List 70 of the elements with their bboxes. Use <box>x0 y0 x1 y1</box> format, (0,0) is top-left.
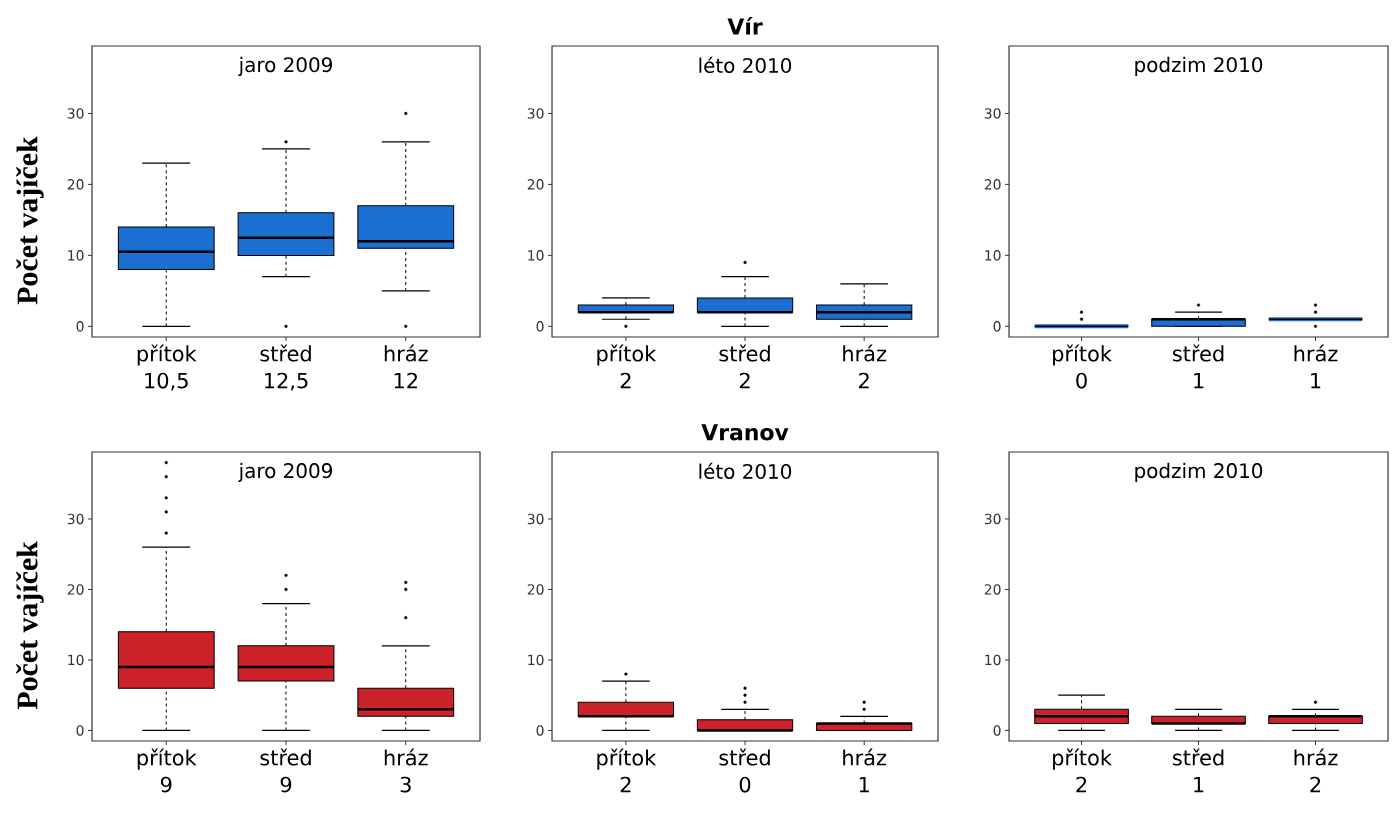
x-tick-label: střed <box>1172 344 1224 362</box>
text: 1 <box>1194 776 1204 793</box>
y-tick-label: 10 <box>528 250 544 261</box>
x-tick-label: střed <box>719 344 770 362</box>
text: podzim 2010 <box>1135 56 1263 77</box>
chart-title: Vír <box>727 16 763 35</box>
text: 2 <box>739 372 750 389</box>
y-tick-label: 10 <box>68 250 84 261</box>
y-tick-label: 20 <box>67 179 84 190</box>
y-tick-label: 10 <box>985 250 1001 261</box>
x-tick-label: hráz <box>1294 344 1338 362</box>
text: 2 <box>1310 776 1321 793</box>
text: 2 <box>859 372 869 389</box>
text: 2 <box>620 776 631 793</box>
y-tick-label: 30 <box>984 513 1001 525</box>
text: 0 <box>739 776 751 793</box>
text: 1 <box>1194 372 1204 389</box>
x-tick-label: hráz <box>384 344 428 362</box>
text: 3 <box>400 776 411 793</box>
y-tick-label: 0 <box>993 725 1001 736</box>
x-tick-label: střed <box>719 748 770 766</box>
text: 1 <box>859 776 869 793</box>
x-tick-label: střed <box>260 344 311 362</box>
y-tick-label: 10 <box>68 654 84 666</box>
text: 1 <box>1311 372 1321 389</box>
chart-title: Vranov <box>701 424 789 441</box>
x-tick-label: hráz <box>1294 748 1338 766</box>
text: podzim 2010 <box>1135 462 1263 483</box>
text: 2 <box>1076 776 1087 793</box>
y-tick-label: 10 <box>985 654 1001 666</box>
x-tick-label: hráz <box>384 748 428 766</box>
y-axis-title: Počet vajíček <box>16 541 44 710</box>
text: jaro 2009 <box>238 56 332 77</box>
chart-subtitle: léto 2010 <box>699 56 792 74</box>
y-tick-label: 20 <box>984 179 1001 190</box>
y-tick-label: 30 <box>984 108 1001 119</box>
y-tick-label: 20 <box>67 584 84 595</box>
x-tick-label: přítok <box>597 344 657 366</box>
y-tick-label: 10 <box>528 654 544 666</box>
chart-subtitle: léto 2010 <box>699 462 792 479</box>
y-tick-label: 20 <box>527 179 544 190</box>
y-tick-label: 0 <box>76 321 84 332</box>
text: 10,5 <box>145 372 188 391</box>
y-tick-label: 0 <box>536 725 544 736</box>
text: 12,5 <box>265 372 308 391</box>
y-tick-label: 20 <box>527 584 544 595</box>
text: 12 <box>394 372 417 389</box>
text: 9 <box>160 776 172 793</box>
y-axis-title: Počet vajíček <box>16 136 44 305</box>
y-tick-label: 0 <box>993 321 1001 332</box>
text: jaro 2009 <box>238 462 332 483</box>
x-tick-label: hráz <box>843 748 887 766</box>
x-tick-label: střed <box>260 748 311 766</box>
y-tick-label: 30 <box>527 108 544 119</box>
y-tick-label: 30 <box>67 108 84 119</box>
x-tick-label: přítok <box>137 344 197 366</box>
x-tick-label: hráz <box>843 344 887 362</box>
text: 2 <box>620 372 631 389</box>
y-tick-label: 30 <box>527 513 544 525</box>
x-tick-label: přítok <box>1053 344 1112 366</box>
text: 9 <box>280 776 292 793</box>
x-tick-label: přítok <box>597 748 657 770</box>
y-tick-label: 20 <box>984 584 1001 595</box>
y-tick-label: 0 <box>536 321 544 332</box>
x-tick-label: přítok <box>137 748 197 770</box>
y-tick-label: 0 <box>76 725 84 736</box>
y-tick-label: 30 <box>67 513 84 525</box>
text: 0 <box>1076 372 1087 389</box>
x-tick-label: střed <box>1172 748 1224 766</box>
x-tick-label: přítok <box>1053 748 1112 770</box>
